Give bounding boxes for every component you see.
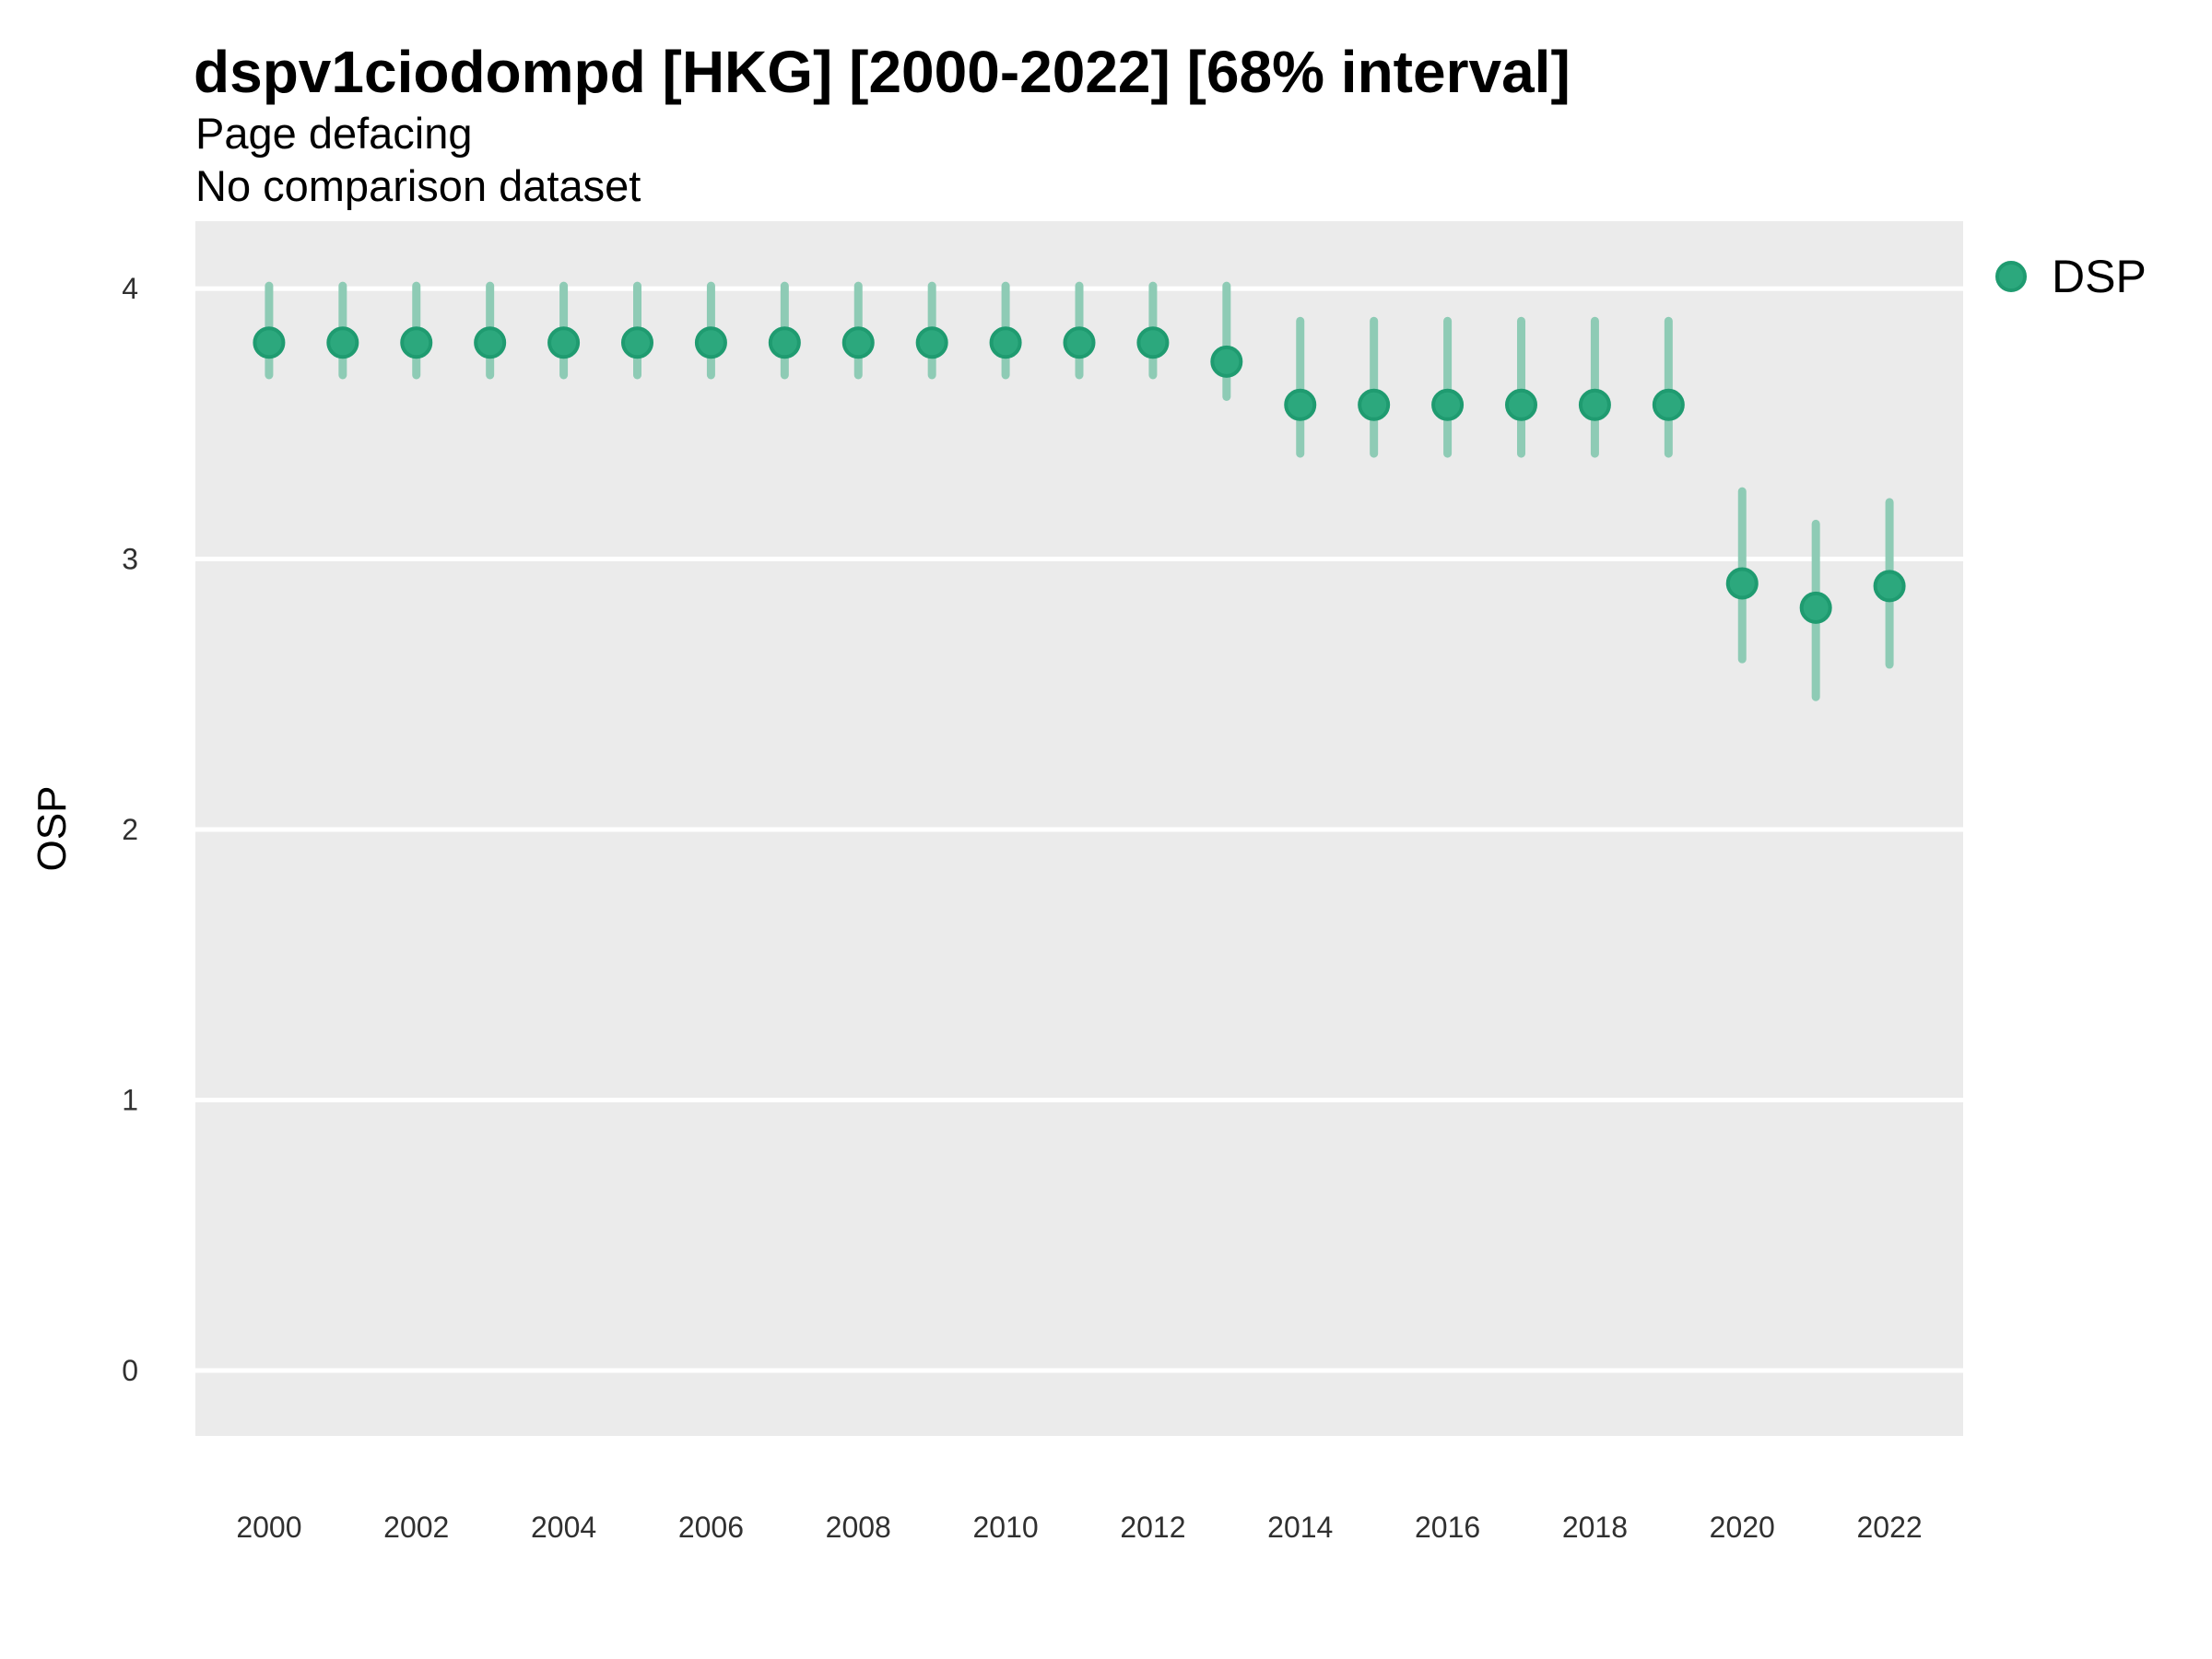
chart-title: dspv1ciodompd [HKG] [2000-2022] [68% int…	[194, 39, 1571, 105]
data-point-2003	[474, 326, 507, 359]
data-point-2019	[1652, 388, 1685, 421]
y-axis-title: OSP	[29, 785, 75, 872]
y-tick-label: 0	[122, 1354, 138, 1387]
data-point-2001	[326, 326, 359, 359]
x-tick-label: 2002	[383, 1511, 449, 1544]
data-point-2002	[400, 326, 433, 359]
x-tick-label: 2004	[531, 1511, 596, 1544]
data-point-2017	[1505, 388, 1537, 421]
data-point-2008	[841, 326, 875, 359]
data-point-2006	[694, 326, 727, 359]
data-point-2016	[1431, 388, 1465, 421]
x-tick-label: 2018	[1562, 1511, 1628, 1544]
legend-item-label: DSP	[2052, 251, 2147, 302]
data-point-2005	[621, 326, 653, 359]
data-point-2021	[1799, 591, 1832, 624]
data-point-2014	[1284, 388, 1317, 421]
legend-point-icon	[1995, 261, 2027, 292]
x-tick-label: 2014	[1267, 1511, 1333, 1544]
data-point-2011	[1063, 326, 1096, 359]
y-tick-label: 2	[122, 813, 138, 846]
chart-subtitle-2: No comparison dataset	[195, 161, 641, 210]
x-tick-label: 2022	[1856, 1511, 1922, 1544]
x-tick-label: 2008	[826, 1511, 891, 1544]
x-tick-label: 2020	[1710, 1511, 1775, 1544]
data-point-2020	[1725, 567, 1759, 600]
data-point-2009	[915, 326, 948, 359]
data-point-2015	[1358, 388, 1391, 421]
x-tick-label: 2006	[678, 1511, 744, 1544]
x-tick-label: 2010	[972, 1511, 1038, 1544]
legend: DSP	[1991, 249, 2203, 304]
data-point-2013	[1210, 345, 1243, 378]
y-tick-label: 3	[122, 543, 138, 576]
y-tick-label: 1	[122, 1084, 138, 1117]
data-point-2012	[1136, 326, 1170, 359]
chart-subtitle: Page defacing	[195, 109, 473, 158]
data-point-2010	[989, 326, 1022, 359]
data-point-2004	[547, 326, 581, 359]
x-tick-label: 2000	[236, 1511, 301, 1544]
x-tick-label: 2012	[1120, 1511, 1185, 1544]
data-point-2022	[1873, 570, 1906, 603]
data-point-2000	[253, 326, 286, 359]
data-point-2018	[1578, 388, 1611, 421]
data-point-2007	[768, 326, 801, 359]
x-tick-label: 2016	[1415, 1511, 1480, 1544]
y-tick-label: 4	[122, 272, 138, 305]
